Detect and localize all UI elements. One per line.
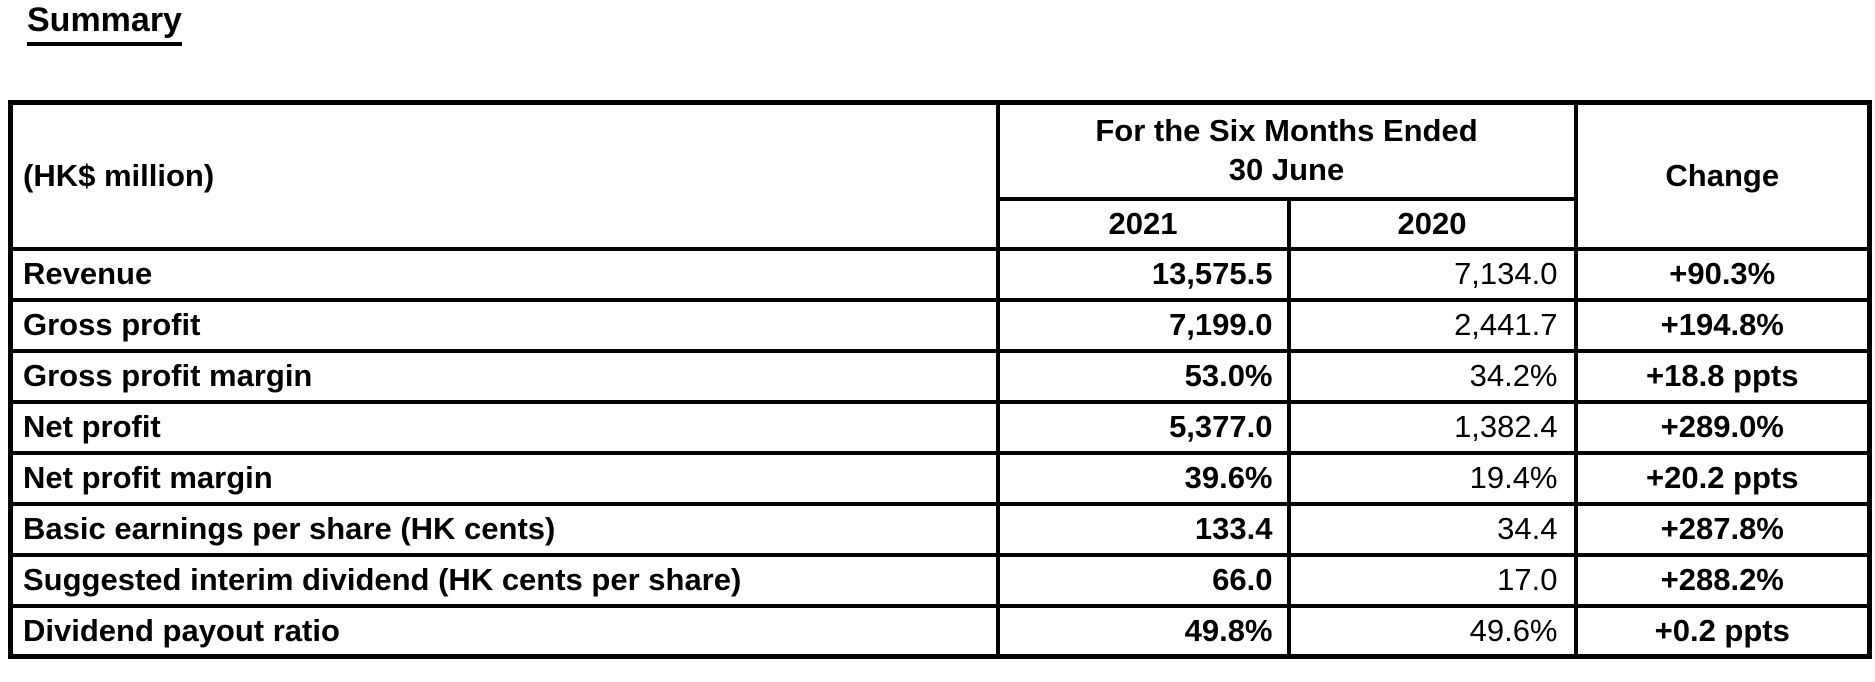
year-header-2020: 2020 (1286, 196, 1578, 251)
value-change: +289.0% (1573, 399, 1872, 455)
table-row-gross-profit: Gross profit 7,199.0 2,441.7 +194.8% (8, 297, 1872, 353)
value-change: +0.2 ppts (1573, 603, 1872, 659)
value-2021: 13,575.5 (995, 246, 1291, 302)
value-2021: 133.4 (995, 501, 1291, 557)
table-row-net-profit-margin: Net profit margin 39.6% 19.4% +20.2 ppts (8, 450, 1872, 506)
corner-unit-label: (HK$ million) (8, 100, 1000, 251)
value-change: +20.2 ppts (1573, 450, 1872, 506)
period-header: For the Six Months Ended 30 June (995, 100, 1578, 201)
value-change: +90.3% (1573, 246, 1872, 302)
value-change: +287.8% (1573, 501, 1872, 557)
value-2020: 7,134.0 (1286, 246, 1578, 302)
table-header-row-1: (HK$ million) For the Six Months Ended 3… (8, 100, 1872, 251)
row-label: Gross profit (8, 297, 1000, 353)
value-2021: 7,199.0 (995, 297, 1291, 353)
value-2020: 49.6% (1286, 603, 1578, 659)
value-2020: 34.2% (1286, 348, 1578, 404)
value-2020: 34.4 (1286, 501, 1578, 557)
change-column-header: Change (1573, 100, 1872, 251)
table-row-gross-profit-margin: Gross profit margin 53.0% 34.2% +18.8 pp… (8, 348, 1872, 404)
row-label: Basic earnings per share (HK cents) (8, 501, 1000, 557)
period-header-line1: For the Six Months Ended (1095, 113, 1478, 148)
table-row-revenue: Revenue 13,575.5 7,134.0 +90.3% (8, 246, 1872, 302)
row-label: Net profit margin (8, 450, 1000, 506)
value-2020: 2,441.7 (1286, 297, 1578, 353)
value-2021: 53.0% (995, 348, 1291, 404)
row-label: Gross profit margin (8, 348, 1000, 404)
value-2020: 1,382.4 (1286, 399, 1578, 455)
value-change: +194.8% (1573, 297, 1872, 353)
value-change: +18.8 ppts (1573, 348, 1872, 404)
year-header-2021: 2021 (995, 196, 1291, 251)
table-row-basic-eps: Basic earnings per share (HK cents) 133.… (8, 501, 1872, 557)
value-change: +288.2% (1573, 552, 1872, 608)
row-label: Net profit (8, 399, 1000, 455)
summary-table: (HK$ million) For the Six Months Ended 3… (8, 100, 1872, 659)
page-title: Summary (27, 1, 182, 47)
table-row-dividend-payout-ratio: Dividend payout ratio 49.8% 49.6% +0.2 p… (8, 603, 1872, 659)
value-2020: 19.4% (1286, 450, 1578, 506)
value-2020: 17.0 (1286, 552, 1578, 608)
value-2021: 39.6% (995, 450, 1291, 506)
table-row-net-profit: Net profit 5,377.0 1,382.4 +289.0% (8, 399, 1872, 455)
value-2021: 66.0 (995, 552, 1291, 608)
row-label: Revenue (8, 246, 1000, 302)
value-2021: 5,377.0 (995, 399, 1291, 455)
table-header-row-2: 2021 2020 (11, 196, 1870, 251)
period-header-line2: 30 June (1228, 151, 1345, 187)
value-2021: 49.8% (995, 603, 1291, 659)
row-label: Suggested interim dividend (HK cents per… (8, 552, 1000, 608)
table-row-interim-dividend: Suggested interim dividend (HK cents per… (8, 552, 1872, 608)
row-label: Dividend payout ratio (8, 603, 1000, 659)
